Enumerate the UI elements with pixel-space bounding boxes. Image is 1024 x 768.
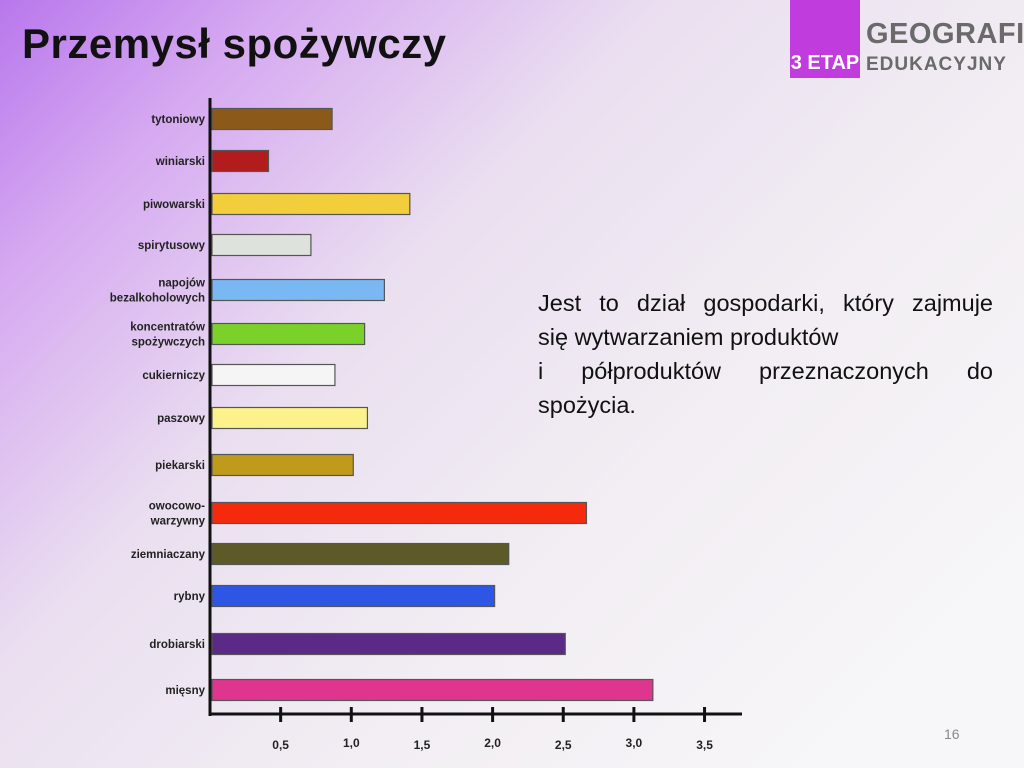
- description-line: spożycia.: [538, 392, 636, 418]
- category-label: mięsny: [165, 685, 205, 697]
- category-label: spożywczych: [132, 337, 206, 349]
- bar: [211, 678, 654, 702]
- description-line: się wytwarzaniem produktów: [538, 324, 839, 350]
- bar: [211, 584, 496, 608]
- category-label: tytoniowy: [151, 114, 205, 126]
- bar: [211, 322, 366, 346]
- category-label: napojów: [158, 278, 205, 290]
- x-tick-label: 0,5: [272, 738, 289, 752]
- logo-subtitle: EDUKACYJNY: [866, 54, 1007, 75]
- bar: [211, 501, 588, 525]
- x-tick-label: 1,5: [414, 738, 431, 752]
- category-label: paszowy: [157, 413, 206, 425]
- category-label: cukierniczy: [142, 370, 205, 382]
- category-label: rybny: [174, 591, 206, 603]
- category-label: piekarski: [155, 460, 205, 472]
- category-label: drobiarski: [149, 639, 205, 651]
- bar: [211, 278, 385, 302]
- bar: [211, 363, 336, 387]
- x-tick-label: 1,0: [343, 736, 360, 750]
- bar: [211, 632, 566, 656]
- category-label: owocowo-: [149, 501, 205, 513]
- bar: [211, 406, 369, 430]
- category-label: bezalkoholowych: [110, 293, 205, 305]
- bar-chart: 0,5 1,0 1,5 2,0 2,5 3,0 3,5 tytoniowy winiarski p…: [110, 98, 742, 752]
- bar: [211, 192, 411, 216]
- bar: [211, 149, 270, 173]
- category-label: ziemniaczany: [131, 549, 206, 561]
- category-label: spirytusowy: [138, 240, 206, 252]
- page-number: 16: [944, 726, 960, 742]
- description-text: Jest to dział gospodarki, który zajmuje …: [538, 286, 993, 422]
- bar: [211, 233, 312, 257]
- x-tick-label: 2,0: [484, 736, 501, 750]
- logo-badge: [790, 0, 860, 78]
- x-tick-label: 3,5: [696, 738, 713, 752]
- category-label: winiarski: [155, 156, 205, 168]
- bar: [211, 542, 510, 566]
- description-line: i półproduktów przeznaczonych do: [538, 358, 993, 384]
- x-tick-label: 2,5: [555, 738, 572, 752]
- category-label: piwowarski: [143, 199, 205, 211]
- x-tick-label: 3,0: [626, 736, 643, 750]
- page-title: Przemysł spożywczy: [22, 20, 447, 67]
- category-label: koncentratów: [130, 322, 205, 334]
- logo-title: GEOGRAFIA: [866, 18, 1024, 50]
- logo-badge-text: 3 ETAP: [790, 52, 860, 74]
- category-label: warzywny: [150, 516, 206, 528]
- logo: 3 ETAP GEOGRAFIA EDUKACYJNY: [790, 0, 1024, 78]
- bar: [211, 107, 333, 131]
- bar: [211, 453, 354, 477]
- description-line: Jest to dział gospodarki, który zajmuje: [538, 290, 993, 316]
